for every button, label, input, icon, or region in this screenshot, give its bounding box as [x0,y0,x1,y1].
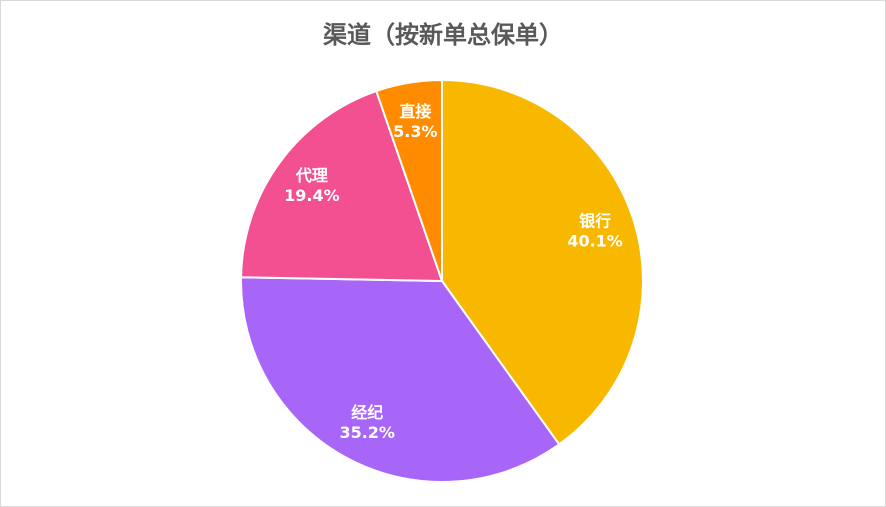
chart-title: 渠道（按新单总保单） [323,21,563,49]
pie-slice [375,78,443,282]
slice-label: 经纪 [351,403,383,422]
slice-label: 银行 [579,211,611,230]
slice-label: 代理 [295,166,328,185]
slice-value-label: 5.3% [393,122,437,141]
slice-value-label: 35.2% [339,423,395,442]
slice-value-label: 19.4% [284,186,340,205]
pie-slice [441,78,644,446]
slice-label: 直接 [399,102,431,121]
pie-slice [240,276,561,483]
slice-value-label: 40.1% [567,231,623,250]
